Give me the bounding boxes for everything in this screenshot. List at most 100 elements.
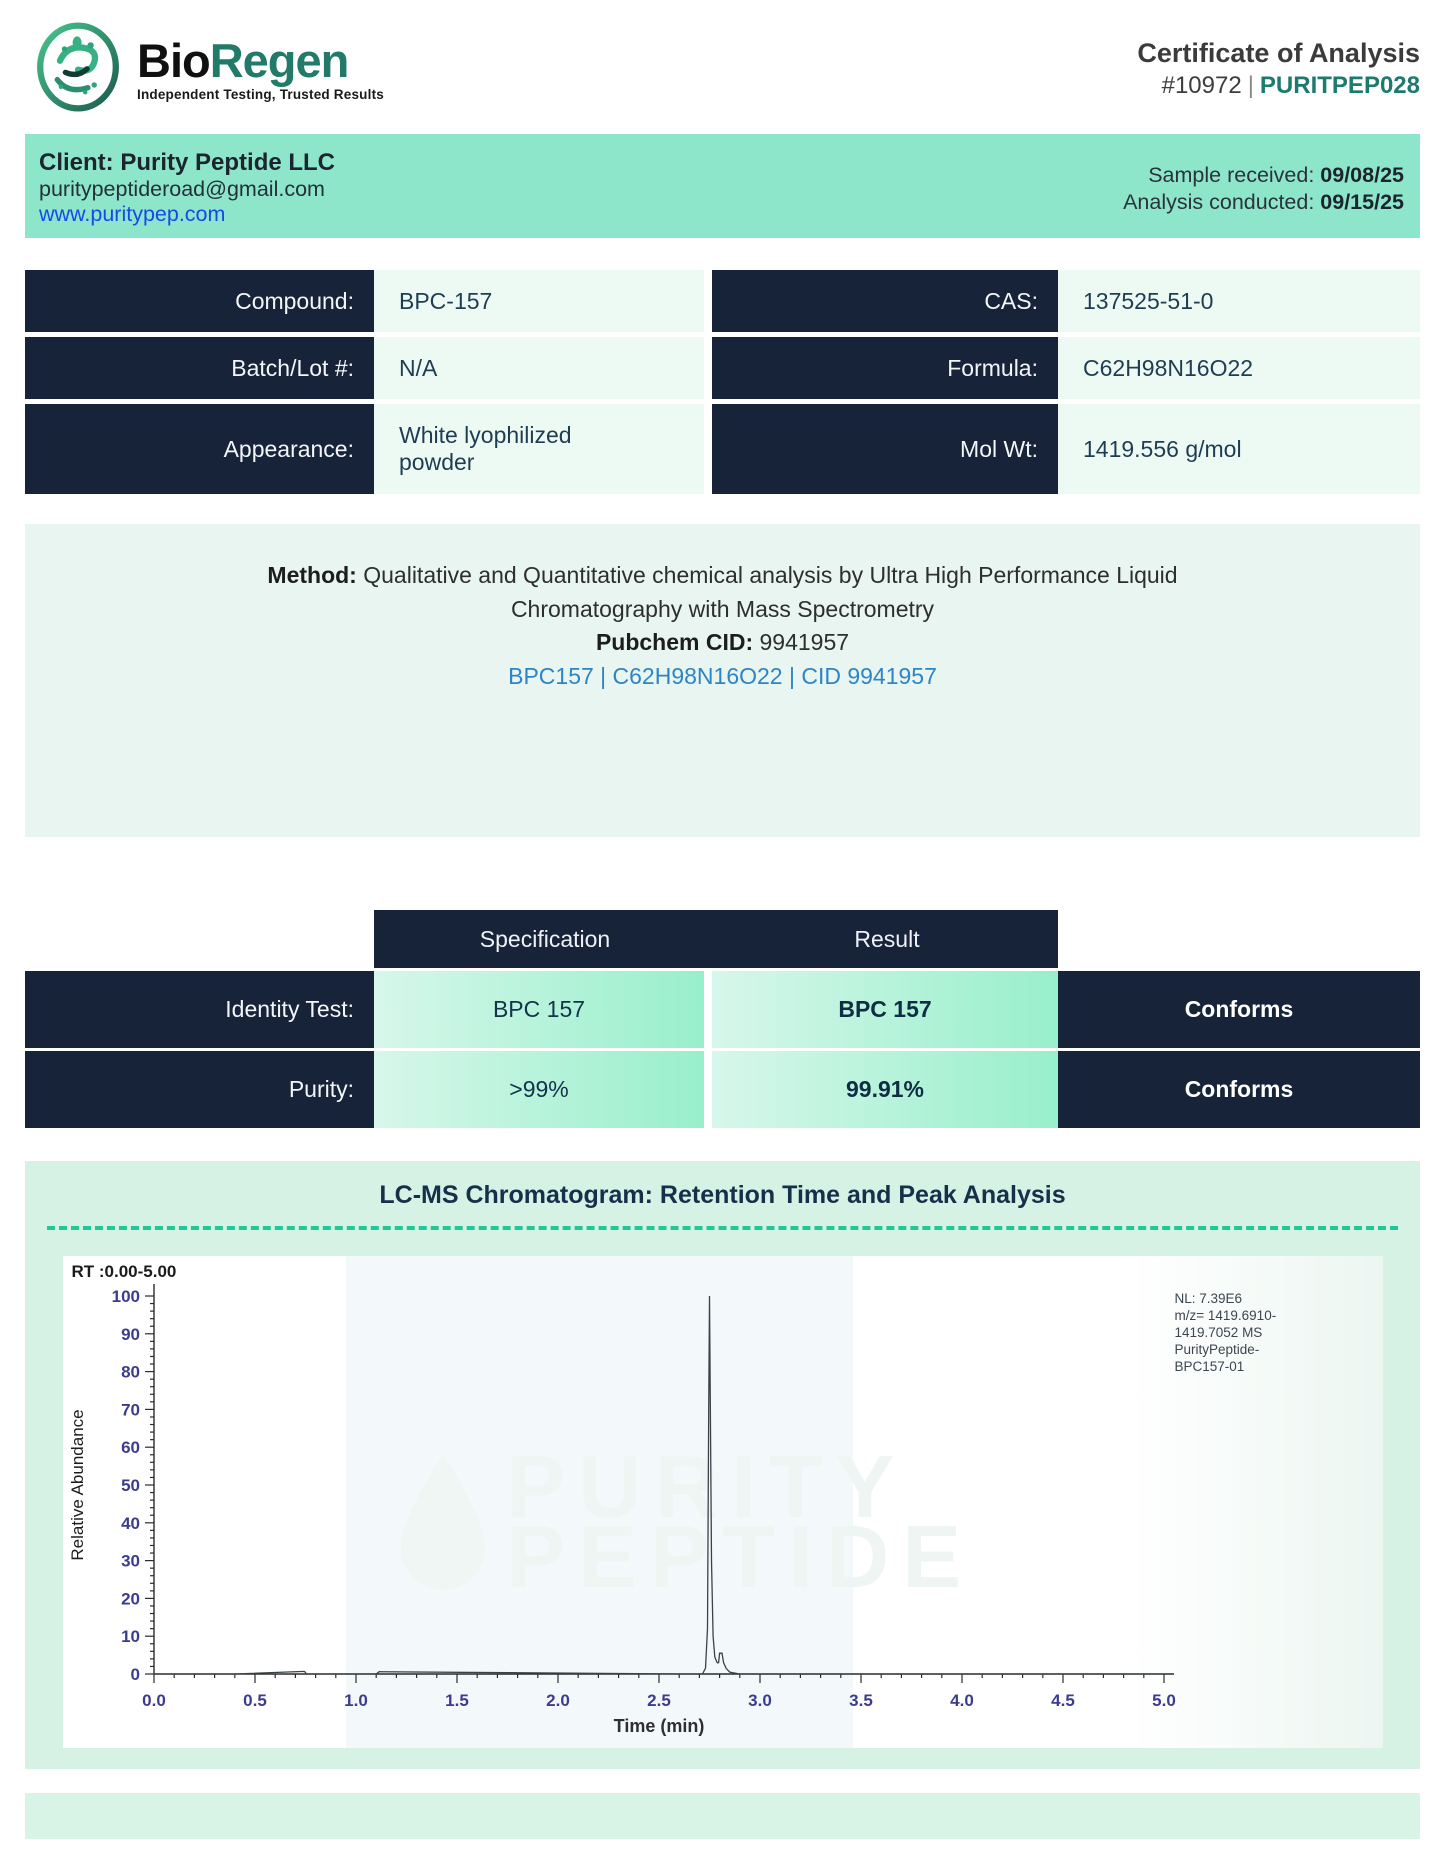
brand-tagline: Independent Testing, Trusted Results — [137, 87, 384, 102]
specification-header: Specification — [479, 925, 611, 952]
identity-result-cell: BPC 157 — [712, 971, 1058, 1048]
client-name: Client: Purity Peptide LLC — [39, 149, 336, 176]
svg-text:1.0: 1.0 — [344, 1691, 368, 1710]
purity-label: Purity: — [25, 1051, 374, 1128]
method-label: Method: — [267, 562, 364, 588]
method-line-1: Method: Qualitative and Quantitative che… — [105, 559, 1340, 593]
certificate-number: #10972 — [1161, 72, 1242, 99]
dates-block: Sample received: 09/08/25 Analysis condu… — [1123, 149, 1404, 224]
chromatogram-plot: 0 10 20 30 40 50 60 70 80 90 100 0.0 0.5 1.0 1.5 2.0 2.5… — [68, 1284, 1176, 1736]
svg-text:20: 20 — [121, 1589, 140, 1608]
method-text-1: Qualitative and Quantitative chemical an… — [363, 562, 1178, 588]
identity-test-label: Identity Test: — [25, 971, 374, 1048]
svg-text:80: 80 — [121, 1363, 140, 1382]
results-header-right-gap — [1058, 910, 1420, 968]
brand-block: BioRegen Independent Testing, Trusted Re… — [25, 20, 384, 119]
table-gutter — [704, 971, 712, 1048]
compound-table: Compound: BPC-157 CAS: 137525-51-0 Batch… — [25, 270, 1420, 494]
results-header: Specification Result — [374, 910, 1058, 968]
client-email: puritypeptideroad@gmail.com — [39, 177, 325, 201]
pubchem-link[interactable]: BPC157 | C62H98N16O22 | CID 9941957 — [508, 662, 937, 689]
batch-label: Batch/Lot #: — [25, 337, 374, 399]
results-header-left-gap — [25, 910, 374, 968]
svg-text:60: 60 — [121, 1438, 140, 1457]
svg-text:50: 50 — [121, 1476, 140, 1495]
svg-text:5.0: 5.0 — [1152, 1691, 1176, 1710]
identity-status-badge: Conforms — [1058, 971, 1420, 1048]
brand-name-bio: Bio — [137, 34, 211, 87]
brand-name-regen: Regen — [209, 34, 350, 87]
purity-spec-cell: >99% — [374, 1051, 704, 1128]
certificate-number-line: #10972 | PURITPEP028 — [1137, 72, 1420, 100]
table-gutter — [704, 404, 712, 494]
svg-text:2.0: 2.0 — [546, 1691, 570, 1710]
certificate-title: Certificate of Analysis — [1137, 38, 1420, 68]
svg-text:0.5: 0.5 — [243, 1691, 267, 1710]
table-gutter — [704, 270, 712, 332]
sample-received-label: Sample received: — [1148, 163, 1321, 187]
client-block: Client: Purity Peptide LLC puritypeptide… — [39, 149, 336, 226]
certificate-number-divider: | — [1247, 72, 1254, 99]
svg-text:0.0: 0.0 — [142, 1691, 166, 1710]
svg-text:10: 10 — [121, 1627, 140, 1646]
certificate-code: PURITPEP028 — [1259, 72, 1420, 99]
svg-text:3.0: 3.0 — [748, 1691, 772, 1710]
purity-result-cell: 99.91% — [712, 1051, 1058, 1128]
lcms-section: LC-MS Chromatogram: Retention Time and P… — [25, 1161, 1420, 1769]
chart-background-gradient — [1128, 1256, 1383, 1748]
molwt-value: 1419.556 g/mol — [1058, 404, 1420, 494]
bioregen-logo-icon — [33, 20, 123, 119]
batch-value: N/A — [374, 337, 704, 399]
client-website-link[interactable]: www.puritypep.com — [39, 202, 226, 226]
sample-received-date: 09/08/25 — [1320, 163, 1404, 187]
svg-text:Relative Abundance: Relative Abundance — [68, 1409, 87, 1560]
purity-status-badge: Conforms — [1058, 1051, 1420, 1128]
pubchem-cid-line: Pubchem CID: 9941957 — [105, 626, 1340, 660]
formula-label: Formula: — [712, 337, 1058, 399]
table-gutter — [704, 1051, 712, 1128]
pubchem-cid-value: 9941957 — [759, 629, 850, 655]
cas-label: CAS: — [712, 270, 1058, 332]
certificate-page: BioRegen Independent Testing, Trusted Re… — [25, 0, 1420, 1839]
footer-bar — [25, 1793, 1420, 1839]
svg-text:Time (min): Time (min) — [613, 1716, 704, 1736]
cas-value: 137525-51-0 — [1058, 270, 1420, 332]
watermark-line-1: PURITY — [506, 1437, 908, 1536]
results-table: Specification Result Identity Test: BPC … — [25, 910, 1420, 1128]
svg-text:4.0: 4.0 — [950, 1691, 974, 1710]
compound-label: Compound: — [25, 270, 374, 332]
method-line-2: Chromatography with Mass Spectrometry — [510, 595, 935, 622]
svg-text:40: 40 — [121, 1514, 140, 1533]
analysis-conducted-line: Analysis conducted: 09/15/25 — [1123, 189, 1404, 216]
svg-text:1.5: 1.5 — [445, 1691, 469, 1710]
droplet-icon — [393, 1452, 493, 1599]
svg-text:4.5: 4.5 — [1051, 1691, 1075, 1710]
result-header: Result — [854, 925, 920, 952]
chromatogram-chart: PURITY PEPTIDE RT :0.00-5.00 0 10 20 30 40 50… — [62, 1256, 1383, 1748]
pubchem-cid-label: Pubchem CID: — [595, 629, 760, 655]
svg-text:30: 30 — [121, 1552, 140, 1571]
svg-text:0: 0 — [130, 1665, 139, 1684]
svg-text:100: 100 — [111, 1287, 139, 1306]
dashed-divider — [47, 1226, 1398, 1230]
compound-value: BPC-157 — [374, 270, 704, 332]
molwt-label: Mol Wt: — [712, 404, 1058, 494]
svg-text:70: 70 — [121, 1400, 140, 1419]
appearance-value: White lyophilized powder — [374, 404, 704, 494]
document-header: BioRegen Independent Testing, Trusted Re… — [25, 0, 1420, 126]
table-gutter — [704, 337, 712, 399]
client-info-bar: Client: Purity Peptide LLC puritypeptide… — [25, 134, 1420, 238]
formula-value: C62H98N16O22 — [1058, 337, 1420, 399]
rt-range-label: RT :0.00-5.00 — [71, 1262, 177, 1281]
sample-received-line: Sample received: 09/08/25 — [1123, 162, 1404, 189]
analysis-conducted-label: Analysis conducted: — [1123, 190, 1321, 214]
svg-text:90: 90 — [121, 1325, 140, 1344]
watermark-line-2: PEPTIDE — [506, 1507, 975, 1606]
appearance-label: Appearance: — [25, 404, 374, 494]
lcms-section-title: LC-MS Chromatogram: Retention Time and P… — [379, 1181, 1066, 1209]
svg-text:2.5: 2.5 — [647, 1691, 671, 1710]
certificate-header: Certificate of Analysis #10972 | PURITPEP0… — [1137, 20, 1420, 100]
watermark-text: PURITY PEPTIDE — [506, 1437, 975, 1606]
peak-annotation: NL: 7.39E6 m/z= 1419.6910- 1419.7052 MS … — [1174, 1291, 1277, 1374]
brand-name: BioRegen — [137, 37, 384, 85]
